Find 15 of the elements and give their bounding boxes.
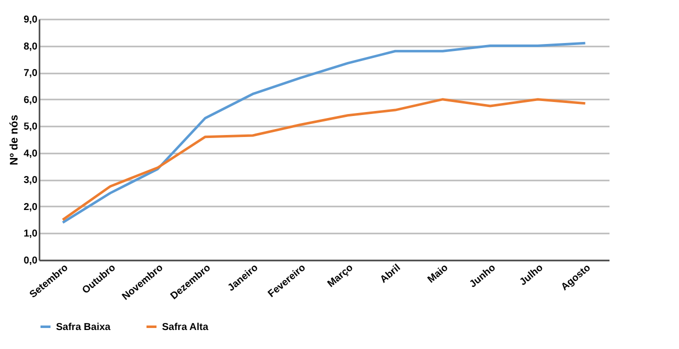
y-tick-label: 0,0 bbox=[24, 256, 38, 266]
y-tick-label: 3,0 bbox=[24, 175, 38, 186]
legend-label: Safra Baixa bbox=[56, 322, 111, 333]
y-tick-label: 6,0 bbox=[24, 94, 38, 106]
y-tick-label: 2,0 bbox=[24, 202, 38, 213]
y-tick-label: 9,0 bbox=[24, 14, 38, 26]
line-series bbox=[62, 42, 586, 224]
legend-label: Safra Alta bbox=[162, 322, 209, 333]
y-tick-label: 4,0 bbox=[24, 148, 38, 160]
y-axis-title: Nº de nós bbox=[8, 114, 21, 166]
line-series bbox=[62, 98, 586, 222]
y-tick-label: 5,0 bbox=[24, 122, 38, 133]
y-tick-label: 1,0 bbox=[24, 228, 38, 240]
y-tick-label: 8,0 bbox=[24, 41, 38, 52]
y-tick-label: 7,0 bbox=[24, 68, 38, 80]
